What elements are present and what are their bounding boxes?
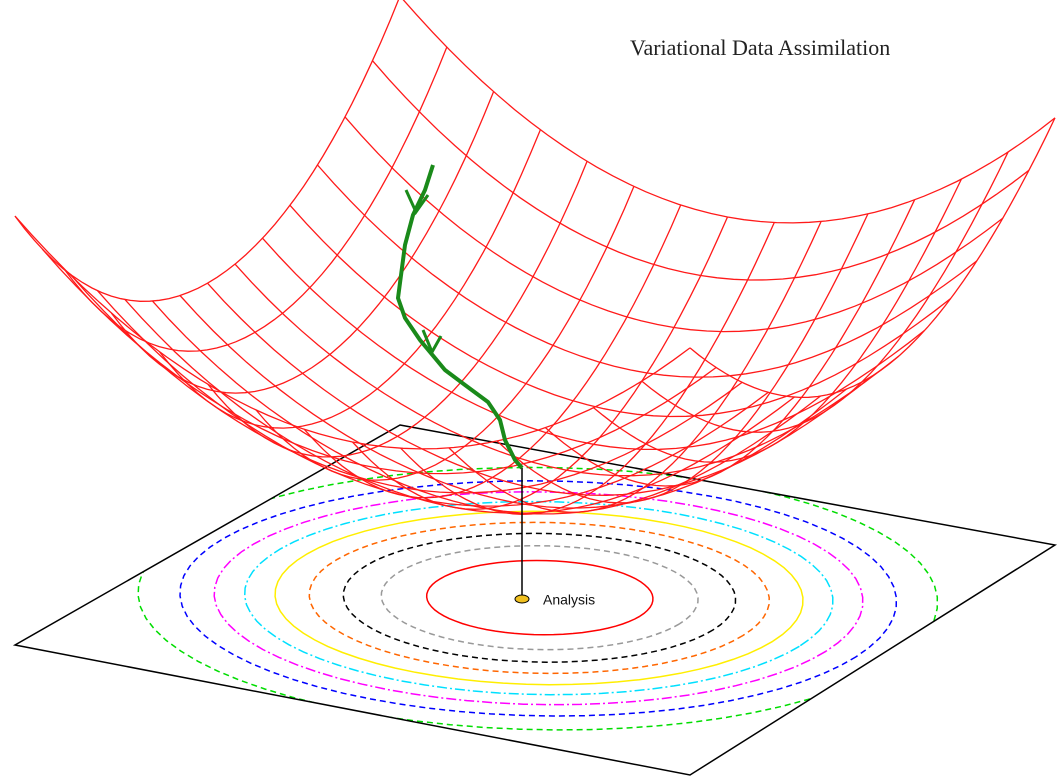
contour-line — [343, 533, 735, 662]
mesh-line — [263, 238, 925, 449]
mesh-line — [15, 0, 400, 301]
mesh-line — [642, 152, 1008, 432]
contour-line — [275, 511, 803, 684]
mesh-line — [290, 205, 951, 416]
contour-line — [245, 502, 833, 695]
mesh-line — [43, 249, 717, 473]
mesh-line — [690, 118, 1055, 398]
analysis-label: Analysis — [543, 592, 595, 608]
contour-line — [427, 561, 653, 635]
mesh-line — [125, 300, 794, 514]
mesh-line — [70, 274, 742, 493]
mesh-line — [594, 179, 962, 462]
mesh-line — [497, 214, 868, 503]
base-plane — [15, 425, 1055, 775]
mesh-line — [180, 296, 846, 509]
mesh-line — [345, 117, 1003, 332]
mesh-line — [235, 264, 899, 476]
mesh-line — [63, 47, 447, 351]
mesh-line — [304, 205, 680, 498]
mesh-line — [373, 61, 1029, 280]
mesh-line — [111, 92, 493, 394]
mesh-line — [318, 165, 977, 377]
mesh-line — [15, 216, 690, 449]
title: Variational Data Assimilation — [630, 35, 890, 60]
analysis-marker — [515, 595, 529, 603]
diagram: Analysis Variational Data Assimilation — [0, 0, 1059, 779]
mesh-line — [208, 161, 587, 457]
mesh-line — [160, 130, 541, 428]
contour-line — [180, 481, 896, 716]
cost-surface — [15, 0, 1055, 514]
